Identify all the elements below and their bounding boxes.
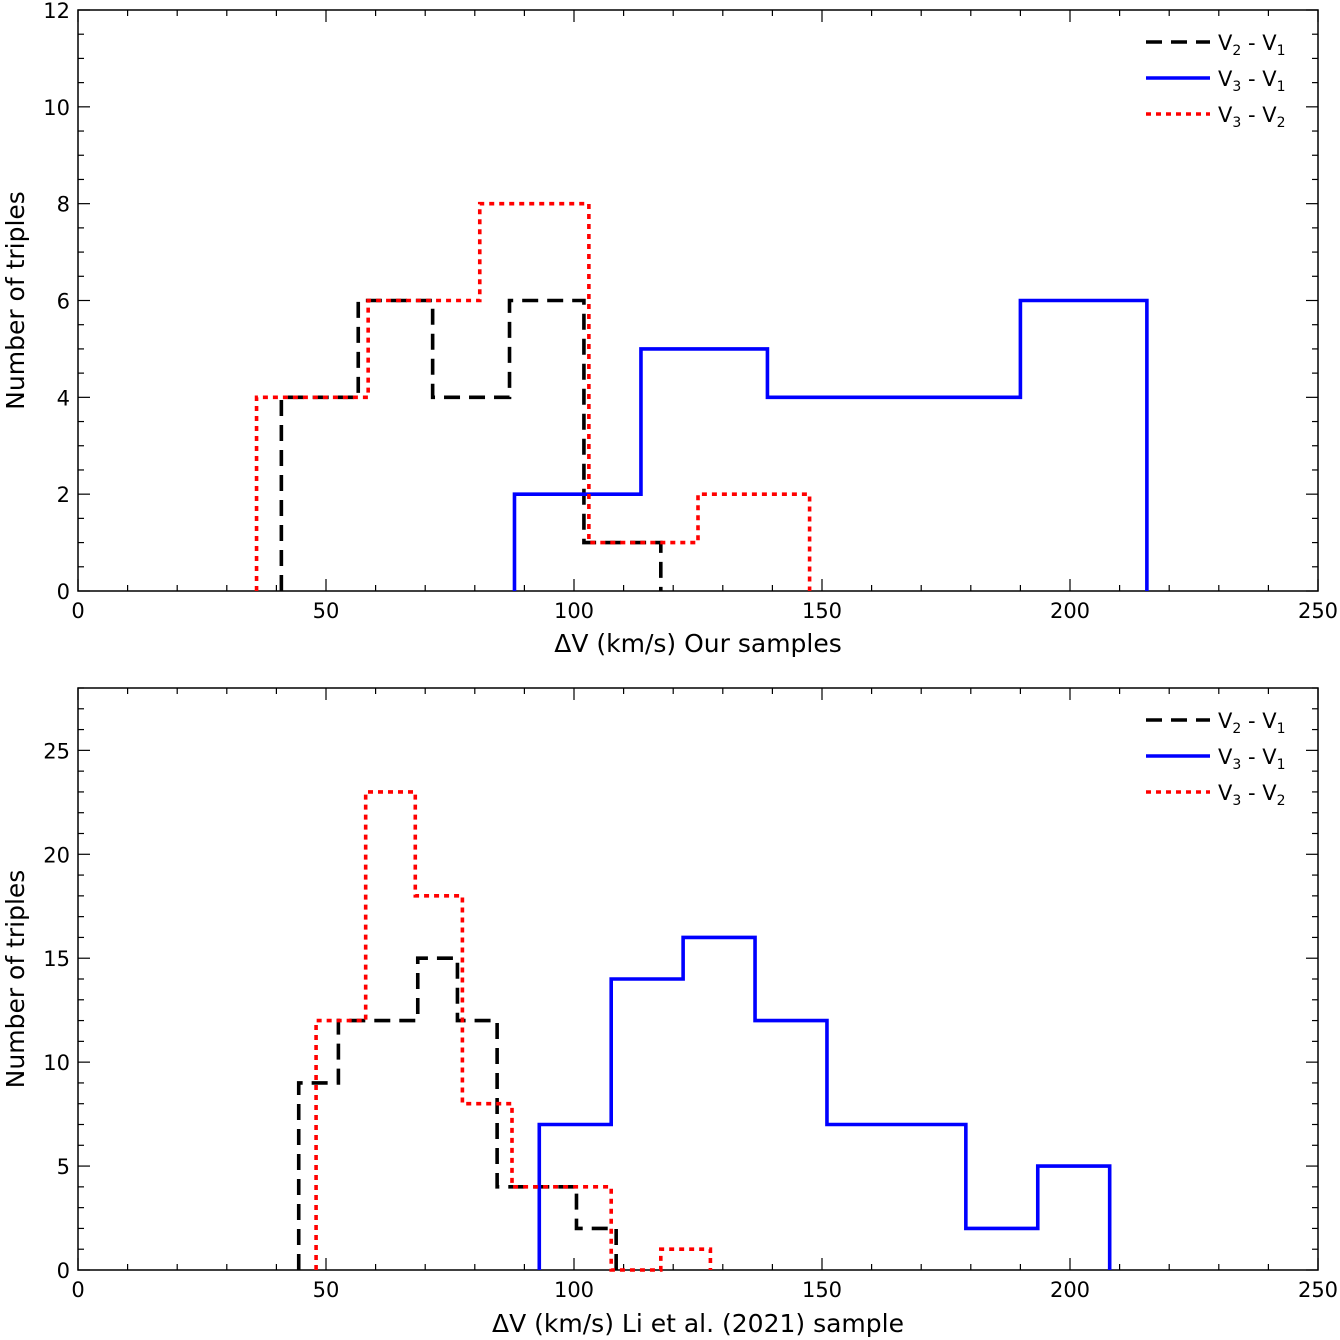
legend-entry: V3 - V1 bbox=[1218, 67, 1286, 95]
y-tick-label: 15 bbox=[43, 947, 70, 971]
x-tick-label: 250 bbox=[1298, 1278, 1338, 1302]
x-tick-label: 100 bbox=[554, 1278, 594, 1302]
x-axis-label: ΔV (km/s) Li et al. (2021) sample bbox=[492, 1309, 904, 1338]
histogram-v3-minus-v1 bbox=[512, 298, 1149, 591]
legend-entry: V2 - V1 bbox=[1218, 709, 1286, 737]
x-tick-label: 0 bbox=[71, 599, 84, 623]
y-tick-label: 6 bbox=[57, 290, 70, 314]
x-tick-label: 200 bbox=[1050, 599, 1090, 623]
x-tick-label: 150 bbox=[802, 1278, 842, 1302]
y-tick-label: 20 bbox=[43, 843, 70, 867]
legend-entry: V2 - V1 bbox=[1218, 31, 1286, 59]
y-tick-label: 12 bbox=[43, 0, 70, 23]
x-tick-label: 100 bbox=[554, 599, 594, 623]
y-tick-label: 4 bbox=[57, 386, 70, 410]
y-axis-label: Number of triples bbox=[1, 191, 30, 410]
y-tick-label: 2 bbox=[57, 483, 70, 507]
x-tick-label: 0 bbox=[71, 1278, 84, 1302]
y-tick-label: 8 bbox=[57, 193, 70, 217]
x-tick-label: 50 bbox=[313, 599, 340, 623]
legend-entry: V3 - V1 bbox=[1218, 745, 1286, 773]
x-axis-label: ΔV (km/s) Our samples bbox=[554, 629, 842, 658]
plot-frame bbox=[77, 687, 1319, 1271]
legend-entry: V3 - V2 bbox=[1218, 103, 1286, 131]
y-axis-label: Number of triples bbox=[1, 870, 30, 1089]
y-tick-label: 10 bbox=[43, 1051, 70, 1075]
y-tick-label: 10 bbox=[43, 96, 70, 120]
x-tick-label: 50 bbox=[313, 1278, 340, 1302]
histogram-v3-minus-v2 bbox=[314, 790, 713, 1272]
y-tick-label: 5 bbox=[57, 1155, 70, 1179]
legend-entry: V3 - V2 bbox=[1218, 781, 1286, 809]
x-tick-label: 250 bbox=[1298, 599, 1338, 623]
bottom-panel: 0 50 100 150 200 250 0 5 10 15 20 25 ΔV (km/s) Li et… bbox=[1, 687, 1338, 1338]
histogram-v3-minus-v1 bbox=[537, 935, 1112, 1270]
histogram-v2-minus-v1 bbox=[296, 956, 618, 1270]
y-tick-label: 0 bbox=[57, 1259, 70, 1283]
y-tick-label: 25 bbox=[43, 739, 70, 763]
x-tick-label: 200 bbox=[1050, 1278, 1090, 1302]
top-panel: 0 50 100 150 200 250 0 2 4 6 8 10 12 ΔV (km/s) Our sa… bbox=[1, 0, 1338, 658]
x-tick-label: 150 bbox=[802, 599, 842, 623]
histogram-v2-minus-v1 bbox=[279, 298, 663, 591]
histogram-v3-minus-v2 bbox=[254, 201, 812, 591]
y-tick-label: 0 bbox=[57, 580, 70, 604]
